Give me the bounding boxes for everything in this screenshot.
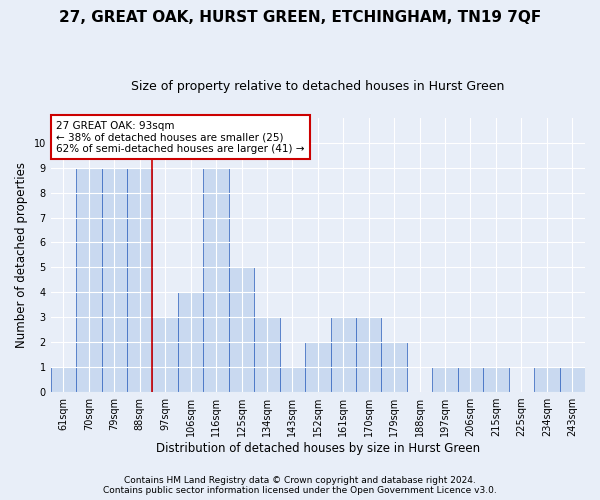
Bar bbox=[560, 367, 585, 392]
Bar bbox=[356, 318, 382, 392]
Bar bbox=[534, 367, 560, 392]
Y-axis label: Number of detached properties: Number of detached properties bbox=[15, 162, 28, 348]
Bar bbox=[254, 318, 280, 392]
Bar bbox=[433, 367, 458, 392]
Bar bbox=[331, 318, 356, 392]
Bar bbox=[483, 367, 509, 392]
Title: Size of property relative to detached houses in Hurst Green: Size of property relative to detached ho… bbox=[131, 80, 505, 93]
Bar bbox=[458, 367, 483, 392]
Bar bbox=[152, 318, 178, 392]
Bar bbox=[305, 342, 331, 392]
Bar bbox=[203, 168, 229, 392]
Bar bbox=[76, 168, 101, 392]
Bar bbox=[178, 292, 203, 392]
Bar bbox=[280, 367, 305, 392]
Text: 27 GREAT OAK: 93sqm
← 38% of detached houses are smaller (25)
62% of semi-detach: 27 GREAT OAK: 93sqm ← 38% of detached ho… bbox=[56, 120, 305, 154]
Bar bbox=[382, 342, 407, 392]
X-axis label: Distribution of detached houses by size in Hurst Green: Distribution of detached houses by size … bbox=[156, 442, 480, 455]
Bar bbox=[50, 367, 76, 392]
Bar bbox=[101, 168, 127, 392]
Bar bbox=[127, 168, 152, 392]
Bar bbox=[229, 268, 254, 392]
Text: Contains HM Land Registry data © Crown copyright and database right 2024.
Contai: Contains HM Land Registry data © Crown c… bbox=[103, 476, 497, 495]
Text: 27, GREAT OAK, HURST GREEN, ETCHINGHAM, TN19 7QF: 27, GREAT OAK, HURST GREEN, ETCHINGHAM, … bbox=[59, 10, 541, 25]
